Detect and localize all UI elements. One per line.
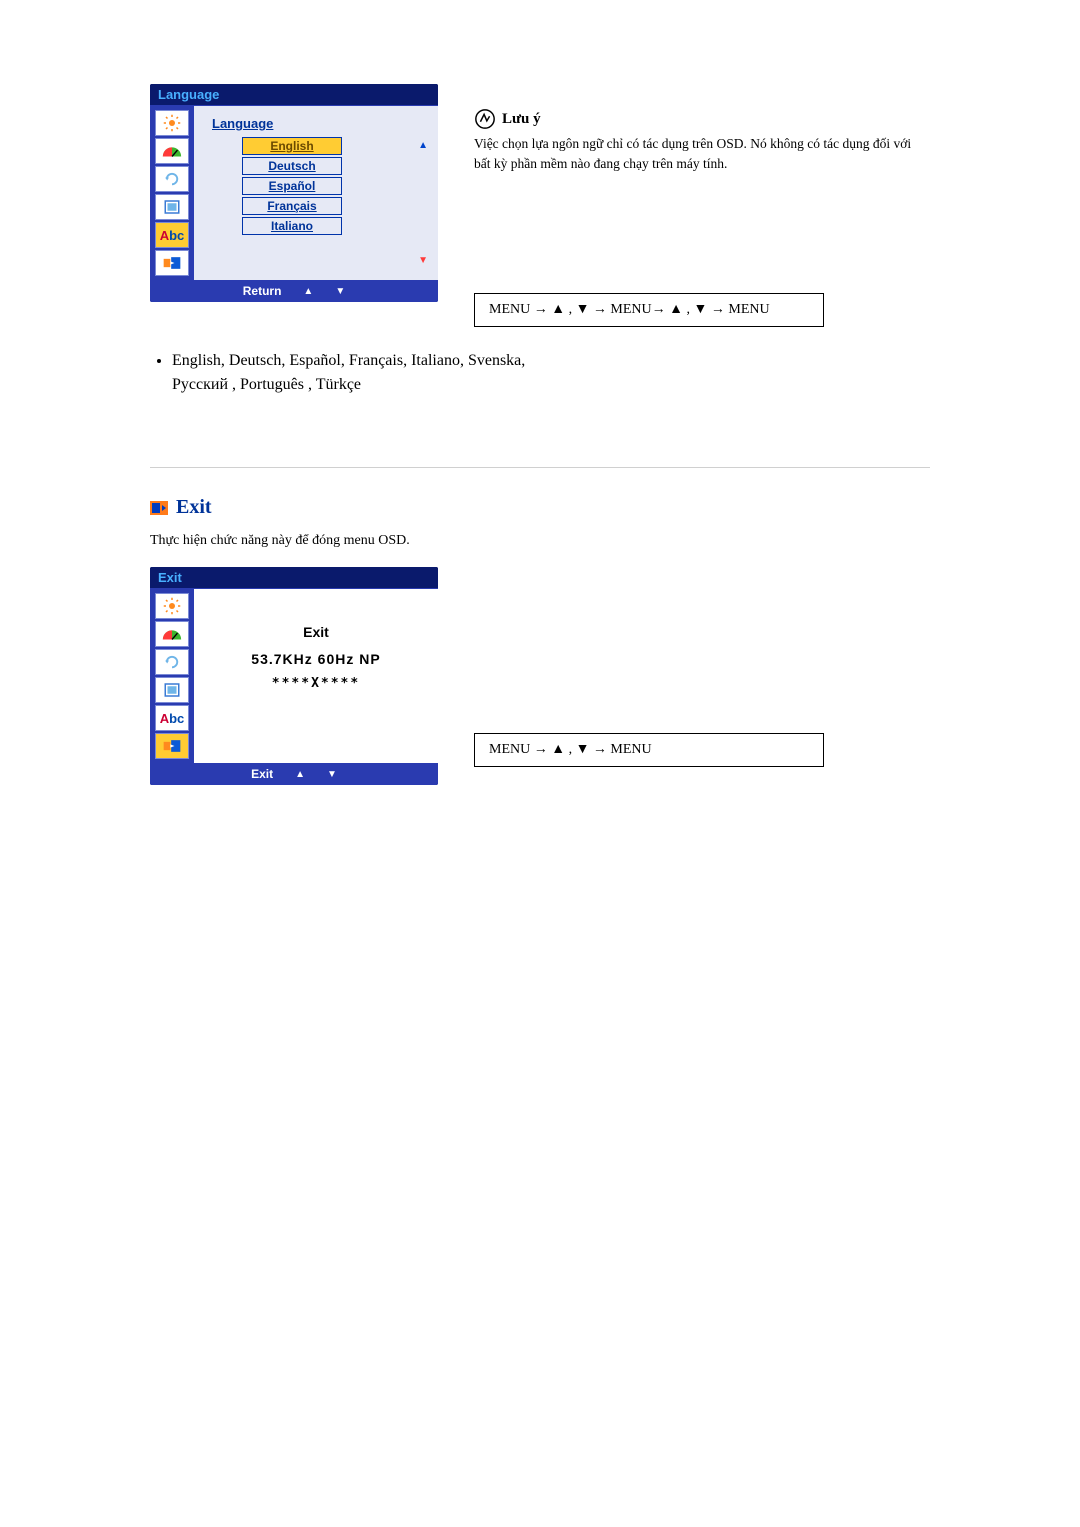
language-option-english[interactable]: English (242, 137, 342, 155)
osd-content-panel: Language English Deutsch Español Françai… (194, 106, 438, 280)
rotate-icon[interactable] (155, 649, 189, 675)
exit-osd-footer: Exit ▲ ▼ (150, 763, 438, 785)
language-option-espanol[interactable]: Español (242, 177, 342, 195)
abc-icon[interactable]: Abc (155, 705, 189, 731)
note-title: Lưu ý (502, 111, 541, 128)
language-option-italiano[interactable]: Italiano (242, 217, 342, 235)
up-arrow-button[interactable]: ▲ (295, 769, 305, 780)
language-options-line1: English, Deutsch, Español, Français, Ita… (172, 352, 525, 369)
scroll-up-icon[interactable]: ▲ (418, 140, 428, 151)
exit-section-icon (150, 501, 168, 515)
note-text: Việc chọn lựa ngôn ngữ chỉ có tác dụng t… (474, 134, 930, 173)
note-block: Lưu ý Việc chọn lựa ngôn ngữ chỉ có tác … (474, 84, 930, 327)
exit-osd-title: Exit (150, 567, 438, 589)
exit-icon[interactable] (155, 733, 189, 759)
return-button[interactable]: Return (243, 284, 282, 298)
exit-line3: ****X**** (194, 672, 438, 697)
language-options-line2: Русский , Português , Türkçe (172, 376, 361, 393)
abc-icon[interactable]: Abc (155, 222, 189, 248)
gauge-icon[interactable] (155, 138, 189, 164)
exit-line2: 53.7KHz 60Hz NP (194, 646, 438, 673)
exit-osd-window: Exit Abc Exit 53.7KHz 60Hz NP ****X**** (150, 567, 438, 785)
exit-section-heading: Exit (150, 496, 930, 519)
menu-navigation-path-2: MENU → ▲ , ▼ → MENU (474, 733, 824, 767)
available-languages-bullet: English, Deutsch, Español, Français, Ita… (150, 349, 930, 397)
exit-icon[interactable] (155, 250, 189, 276)
brightness-icon[interactable] (155, 110, 189, 136)
language-option-deutsch[interactable]: Deutsch (242, 157, 342, 175)
language-osd-window: Language Abc Language English Deutsch (150, 84, 438, 302)
exit-section-description: Thực hiện chức năng này để đóng menu OSD… (150, 533, 930, 549)
language-list[interactable]: English Deutsch Español Français Italian… (242, 137, 342, 235)
osd-sidebar: Abc (150, 106, 194, 280)
gauge-icon[interactable] (155, 621, 189, 647)
section-separator (150, 467, 930, 468)
exit-heading-text: Exit (176, 496, 212, 519)
brightness-icon[interactable] (155, 593, 189, 619)
window-icon[interactable] (155, 677, 189, 703)
rotate-icon[interactable] (155, 166, 189, 192)
exit-button[interactable]: Exit (251, 767, 273, 781)
osd-title: Language (150, 84, 438, 106)
exit-osd-sidebar: Abc (150, 589, 194, 763)
language-option-francais[interactable]: Français (242, 197, 342, 215)
exit-line1: Exit (194, 619, 438, 646)
note-icon (474, 108, 496, 130)
window-icon[interactable] (155, 194, 189, 220)
up-arrow-button[interactable]: ▲ (303, 286, 313, 297)
language-subtitle: Language (212, 116, 428, 131)
exit-osd-content: Exit 53.7KHz 60Hz NP ****X**** (194, 589, 438, 763)
osd-footer: Return ▲ ▼ (150, 280, 438, 302)
scroll-down-icon[interactable]: ▼ (418, 255, 428, 266)
down-arrow-button[interactable]: ▼ (327, 769, 337, 780)
menu-navigation-path-1: MENU → ▲ , ▼ → MENU→ ▲ , ▼ → MENU (474, 293, 824, 327)
down-arrow-button[interactable]: ▼ (335, 286, 345, 297)
